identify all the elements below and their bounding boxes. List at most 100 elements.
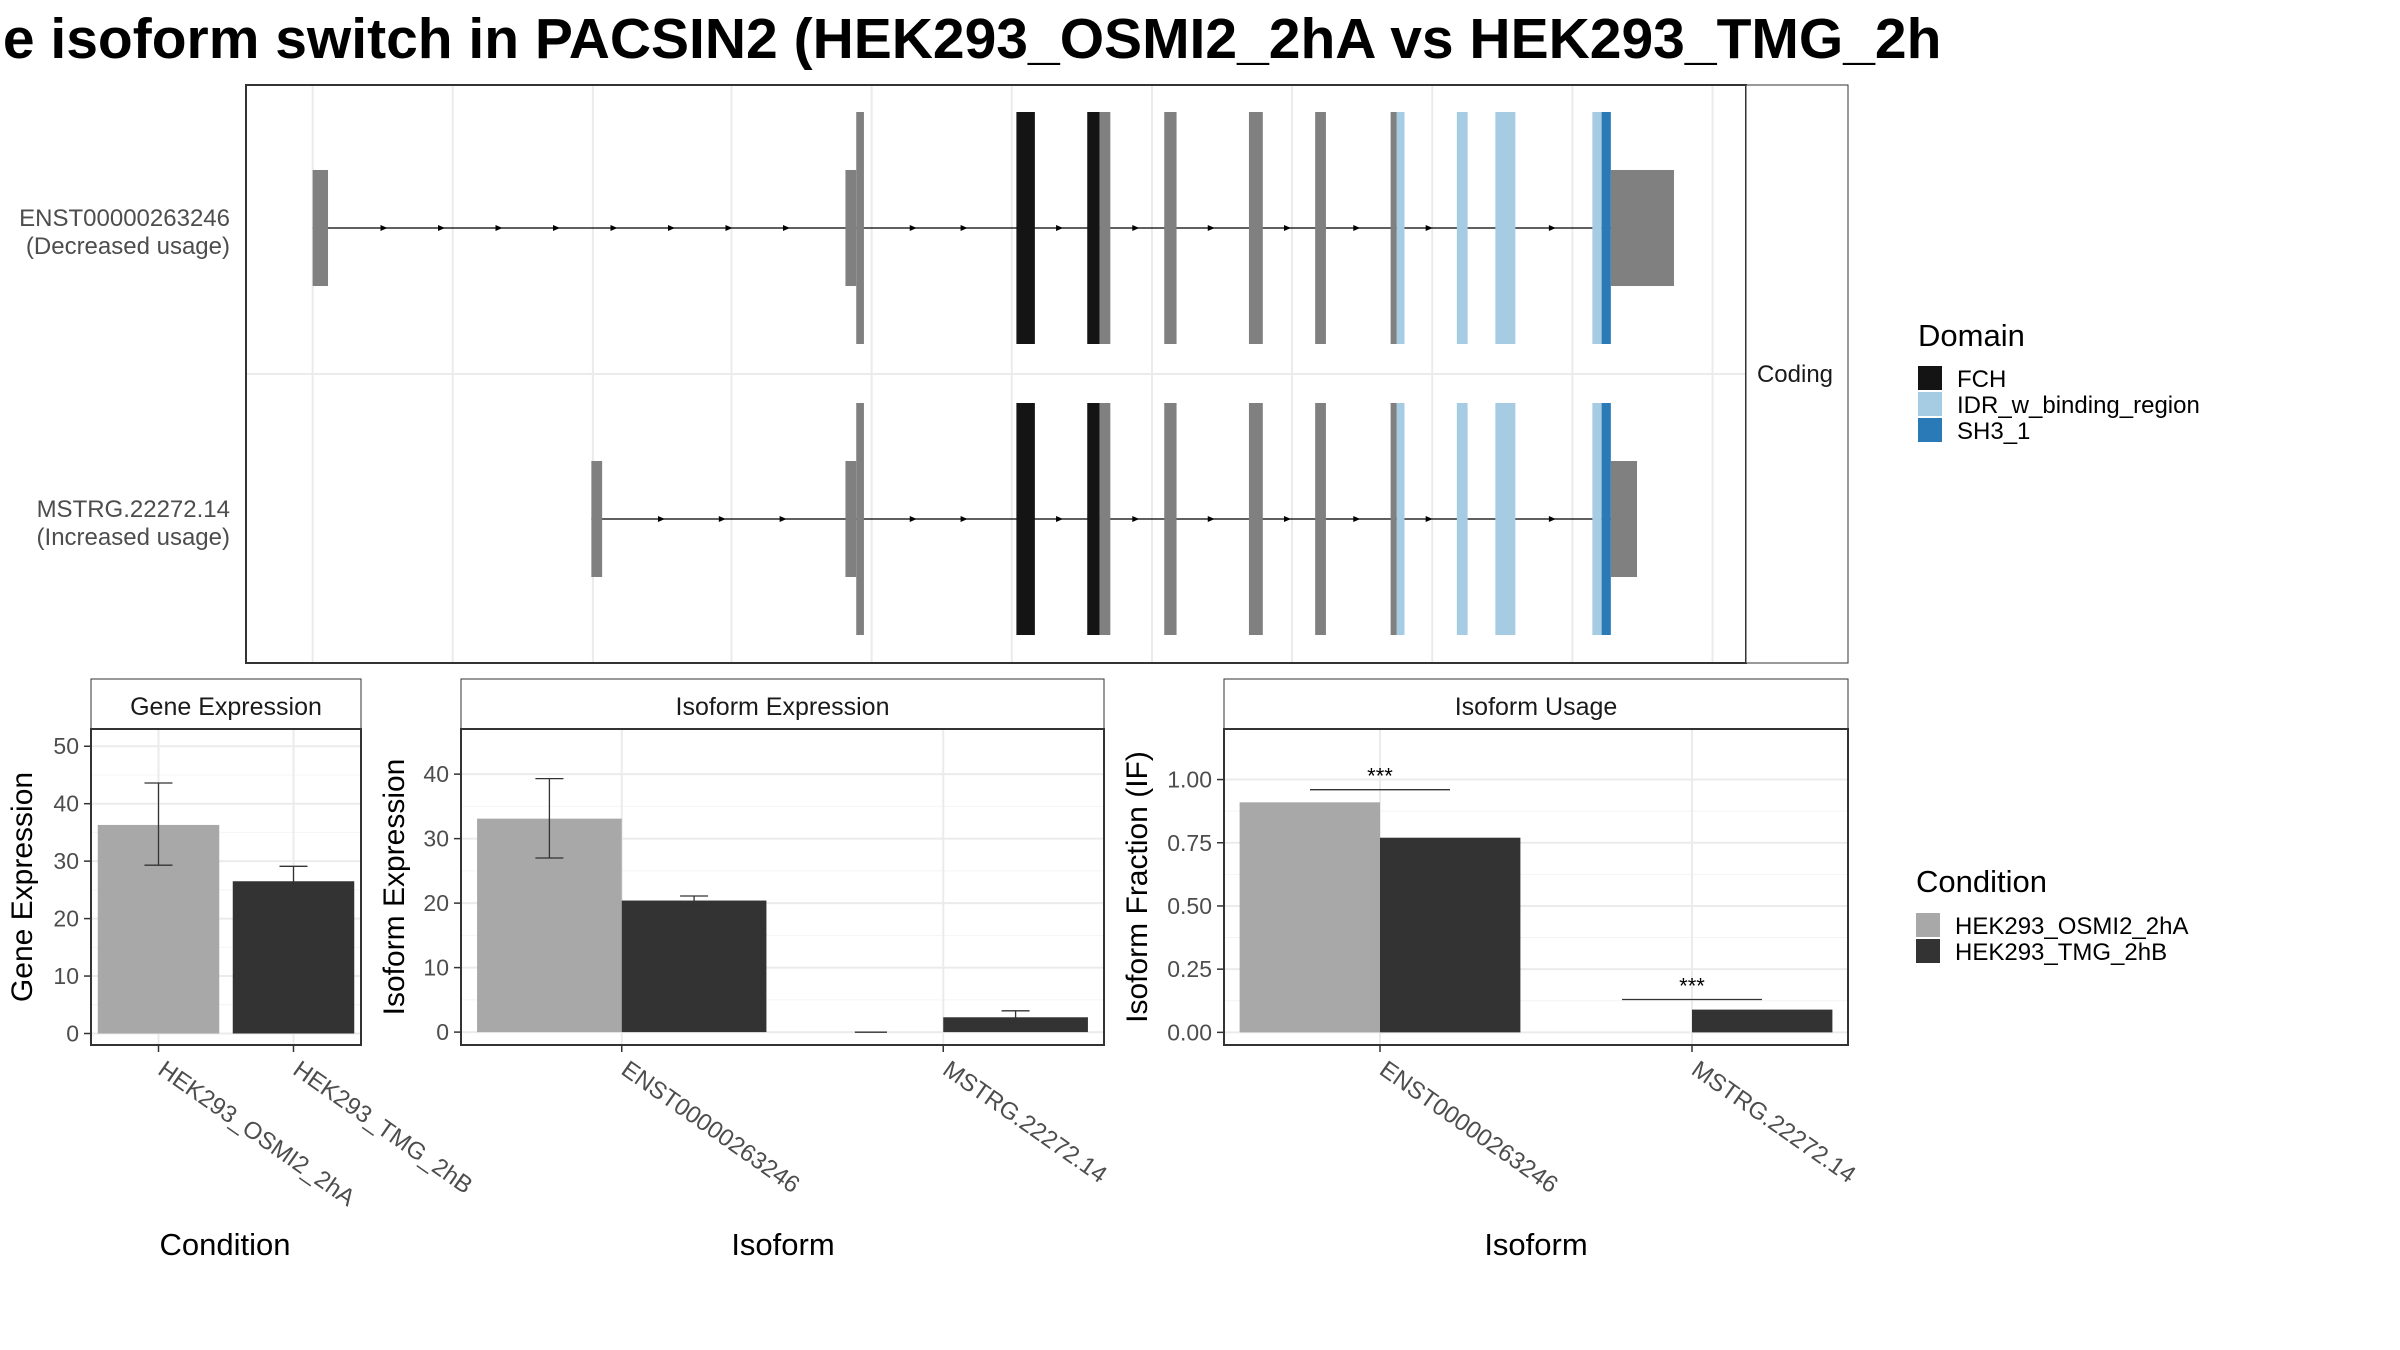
y-tick-label: 10 [423, 955, 449, 981]
strand-arrow [1132, 516, 1140, 522]
strand-arrow [1283, 225, 1291, 231]
x-tick-label: ENST00000263246 [1375, 1056, 1563, 1199]
domain-exon [1495, 403, 1516, 635]
bar [1692, 1009, 1833, 1033]
strand-arrow [1548, 516, 1556, 522]
coding-strip [1745, 84, 1849, 664]
domain-exon [1601, 403, 1611, 635]
strand-arrow [1548, 225, 1556, 231]
exon [1610, 170, 1674, 286]
significance-label: *** [1367, 764, 1393, 789]
strand-arrow [552, 225, 560, 231]
strand-arrow [960, 225, 968, 231]
domain-legend-swatch [1918, 392, 1942, 416]
strand-arrow [779, 516, 787, 522]
strand-arrow [667, 225, 675, 231]
strand-arrow [718, 516, 726, 522]
strand-arrow [1056, 516, 1064, 522]
strand-arrow [495, 225, 503, 231]
strand-arrow [1207, 225, 1215, 231]
domain-legend-label: IDR_w_binding_region [1957, 392, 2200, 419]
y-tick-label: 10 [53, 963, 79, 989]
coding-strip-label: Coding [1757, 361, 1833, 388]
exon [856, 112, 864, 344]
exon [845, 170, 857, 286]
panel-strip-label: Isoform Expression [676, 693, 890, 721]
domain-exon [1087, 112, 1100, 344]
bar-panels: Gene Expression01020304050HEK293_OSMI2_2… [6, 678, 1861, 1262]
x-tick-label: MSTRG.22272.14 [938, 1056, 1112, 1189]
strand-arrow [1056, 225, 1064, 231]
strand-arrow [657, 516, 665, 522]
y-tick-label: 0 [66, 1021, 79, 1047]
bar [943, 1017, 1088, 1033]
x-tick-label: MSTRG.22272.14 [1687, 1056, 1861, 1189]
significance-label: *** [1679, 973, 1705, 998]
exon [1099, 403, 1111, 635]
domain-exon [1456, 403, 1468, 635]
domain-exon [1495, 112, 1516, 344]
panel-strip-label: Gene Expression [130, 693, 322, 721]
exon [845, 461, 857, 577]
condition-legend-swatch [1916, 939, 1940, 963]
exon [1315, 112, 1326, 344]
bar [1380, 837, 1521, 1033]
panel-strip [1223, 678, 1849, 730]
domain-exon [1396, 403, 1405, 635]
domain-exon [1396, 112, 1405, 344]
strand-arrow [960, 516, 968, 522]
domain-exon [1087, 403, 1100, 635]
y-tick-label: 0.25 [1167, 956, 1212, 982]
y-tick-label: 0.75 [1167, 830, 1212, 856]
strand-arrow [1132, 225, 1140, 231]
exon [591, 461, 603, 577]
strand-arrow [1283, 516, 1291, 522]
bar [232, 881, 355, 1034]
domain-exon [1601, 112, 1611, 344]
exon [1610, 461, 1638, 577]
exon [1099, 112, 1111, 344]
y-tick-label: 50 [53, 733, 79, 759]
strand-arrow [909, 225, 917, 231]
strand-arrow [1207, 516, 1215, 522]
panel-strip-label: Isoform Usage [1455, 693, 1618, 721]
domain-legend-label: SH3_1 [1957, 418, 2030, 445]
y-tick-label: 40 [53, 791, 79, 817]
domain-exon [1016, 403, 1035, 635]
exon [856, 403, 864, 635]
y-tick-label: 0 [436, 1019, 449, 1045]
chart-title-container: ne isoform switch in PACSIN2 (HEK293_OSM… [0, 0, 2400, 84]
exon [1164, 112, 1177, 344]
y-tick-label: 0.50 [1167, 893, 1212, 919]
strand-arrow [610, 225, 618, 231]
domain-legend-label: FCH [1957, 366, 2006, 393]
strand-arrow [1425, 516, 1433, 522]
bar [1239, 802, 1380, 1033]
transcript-usage-label: (Decreased usage) [26, 233, 230, 260]
exon [1390, 403, 1397, 635]
bar [621, 900, 767, 1033]
x-axis-title: Isoform [1484, 1227, 1587, 1262]
strand-arrow [909, 516, 917, 522]
gene-structure-panel: ENST00000263246(Decreased usage) MSTRG.22… [19, 84, 1849, 664]
exon [1248, 112, 1263, 344]
exon [1315, 403, 1326, 635]
domain-exon [1456, 112, 1468, 344]
exon [312, 170, 329, 286]
strand-arrow [1353, 225, 1361, 231]
domain-legend-title: Domain [1918, 318, 2025, 353]
x-tick-label: ENST00000263246 [616, 1056, 804, 1199]
exon [1390, 112, 1397, 344]
transcript-label: MSTRG.22272.14 [37, 496, 230, 523]
strand-arrow [1353, 516, 1361, 522]
x-axis-title: Condition [160, 1227, 291, 1262]
panel-strip [90, 678, 362, 730]
panel-border [460, 728, 1105, 1046]
y-tick-label: 1.00 [1167, 767, 1212, 793]
domain-exon [1592, 112, 1602, 344]
condition-legend-label: HEK293_TMG_2hB [1955, 939, 2167, 966]
y-tick-label: 30 [53, 848, 79, 874]
transcript-label: ENST00000263246 [19, 205, 230, 232]
y-tick-label: 30 [423, 826, 449, 852]
